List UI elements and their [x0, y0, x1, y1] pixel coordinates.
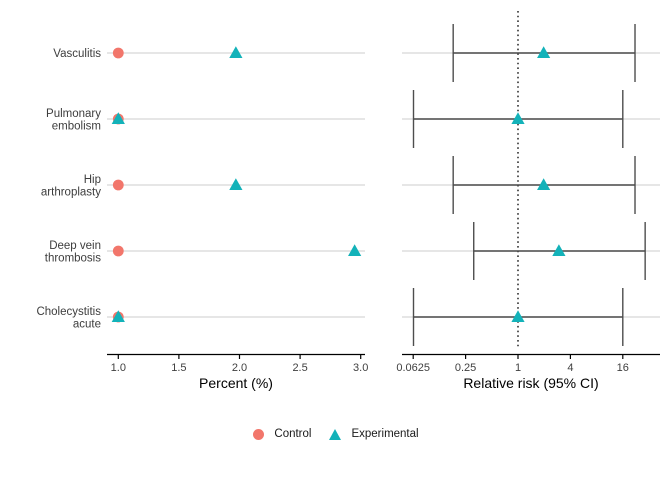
category-label: acute [73, 319, 101, 331]
legend-item-control: Control [253, 428, 311, 440]
x-axis-title-percent: Percent (%) [199, 375, 273, 391]
category-label: Hip [84, 174, 101, 186]
control-circle-icon [253, 428, 265, 440]
category-label: Deep vein [49, 240, 101, 252]
rr-marker [511, 310, 525, 322]
x-tick-label: 3.0 [353, 362, 368, 374]
experimental-marker [111, 310, 125, 322]
x-tick-label: 0.0625 [396, 362, 430, 374]
category-label: Cholecystitis [36, 306, 101, 318]
control-marker [112, 245, 124, 257]
rr-marker [537, 46, 551, 58]
category-label: thrombosis [45, 253, 101, 265]
x-axis-title-relative-risk: Relative risk (95% CI) [463, 375, 599, 391]
control-marker [112, 47, 124, 59]
x-tick-label: 1 [515, 362, 521, 374]
x-tick-label: 2.0 [232, 362, 247, 374]
x-tick-label: 2.5 [292, 362, 307, 374]
x-tick-label: 16 [617, 362, 629, 374]
legend-item-experimental: Experimental [329, 428, 419, 440]
category-label: Pulmonary [46, 108, 101, 120]
x-tick-label: 1.0 [111, 362, 126, 374]
rr-marker [537, 178, 551, 190]
rr-marker [552, 244, 566, 256]
x-tick-label: 0.25 [455, 362, 476, 374]
experimental-marker [229, 46, 243, 58]
legend-label-experimental: Experimental [351, 428, 419, 440]
rr-marker [511, 112, 525, 124]
category-label: embolism [52, 121, 101, 133]
legend: Control Experimental [0, 428, 672, 440]
x-tick-label: 4 [567, 362, 573, 374]
experimental-marker [111, 112, 125, 124]
x-tick-label: 1.5 [171, 362, 186, 374]
experimental-triangle-icon [329, 428, 342, 440]
category-label: Vasculitis [53, 48, 101, 60]
category-label: arthroplasty [41, 187, 101, 199]
legend-label-control: Control [274, 428, 312, 440]
experimental-marker [229, 178, 243, 190]
experimental-marker [348, 244, 362, 256]
control-marker [112, 179, 124, 191]
